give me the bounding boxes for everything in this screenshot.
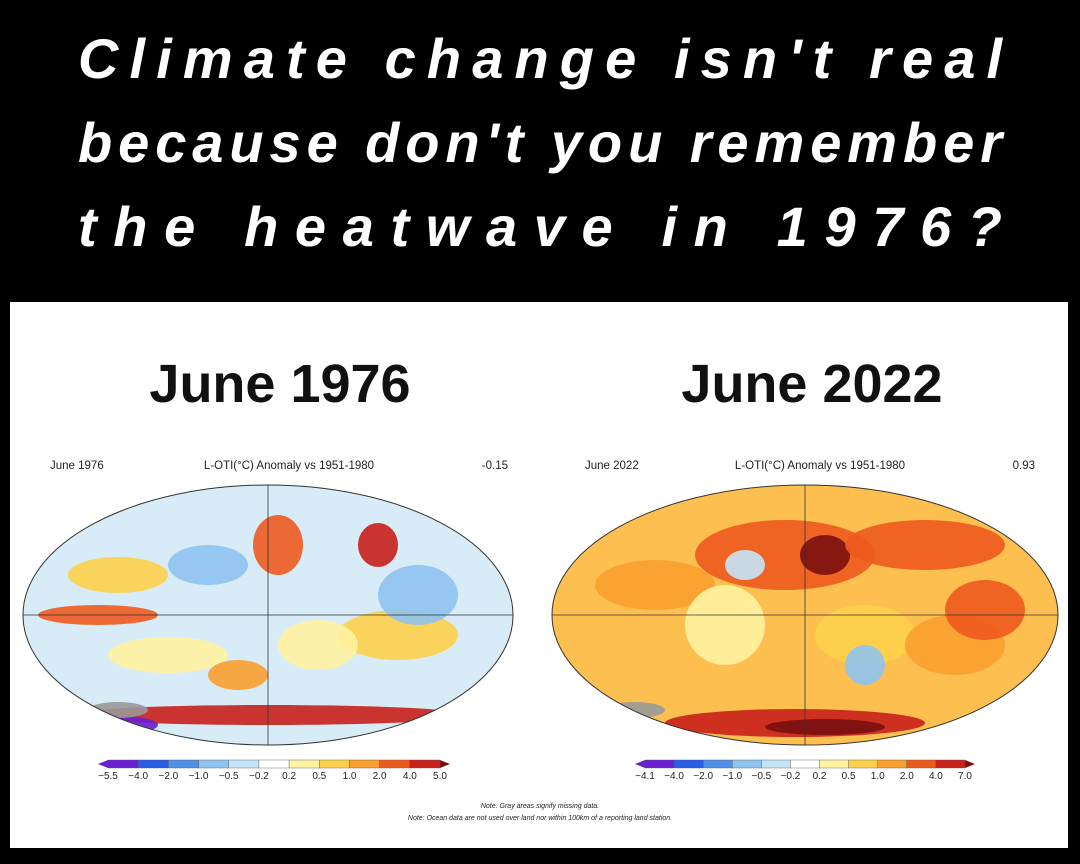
scale-label: −0.2 — [781, 771, 801, 782]
scale-segment — [761, 759, 791, 769]
scale-label: −1.0 — [189, 771, 209, 782]
map-region — [253, 515, 303, 575]
scale-label: 0.5 — [312, 771, 326, 782]
map-region — [108, 637, 228, 673]
panel-title: June 2022 — [681, 354, 942, 414]
map-region — [595, 560, 715, 610]
scale-segment — [732, 759, 762, 769]
scale-end — [440, 760, 450, 768]
scale-segment — [319, 759, 350, 769]
panel-title: June 1976 — [149, 354, 410, 414]
map-region — [815, 605, 915, 665]
scale-label: −2.0 — [693, 771, 713, 782]
scale-label: 1.0 — [871, 771, 885, 782]
scale-label: −4.0 — [128, 771, 148, 782]
map — [552, 485, 1058, 745]
map-region — [358, 523, 398, 567]
map-region — [278, 620, 358, 670]
scale-segment — [107, 759, 139, 769]
scale-segment — [848, 759, 878, 769]
scale-label: −4.0 — [664, 771, 684, 782]
map-region — [68, 557, 168, 593]
headline-line: Climate change isn't real — [78, 27, 1003, 90]
map-region — [945, 580, 1025, 640]
scale-label: −4.1 — [635, 771, 655, 782]
map — [23, 485, 513, 745]
scale-segment — [673, 759, 704, 769]
scale-segment — [906, 759, 937, 769]
map-region — [168, 545, 248, 585]
map-title: L-OTI(°C) Anomaly vs 1951-1980 — [735, 460, 905, 472]
map-region — [685, 585, 765, 665]
scale-segment — [198, 759, 229, 769]
scale-segment — [288, 759, 320, 769]
scale-segment — [644, 759, 675, 769]
map-outline — [22, 484, 514, 746]
scale-end — [98, 760, 108, 768]
map-outline — [551, 484, 1059, 746]
map-region — [800, 535, 850, 575]
map-label: June 2022 — [585, 460, 639, 472]
scale-label: −1.0 — [722, 771, 742, 782]
scale-segment — [228, 759, 260, 769]
scale-segment — [379, 759, 411, 769]
scale-label: 7.0 — [958, 771, 972, 782]
scale-label: −0.5 — [751, 771, 771, 782]
scale-label: 0.2 — [282, 771, 296, 782]
scale-segment — [137, 759, 169, 769]
scale-segment — [409, 759, 441, 769]
scale-segment — [702, 759, 733, 769]
scale-label: −0.5 — [219, 771, 239, 782]
scale-label: 0.5 — [842, 771, 856, 782]
map-value: -0.15 — [482, 460, 508, 472]
map-label: June 1976 — [50, 460, 104, 472]
map-region — [725, 550, 765, 580]
scale-label: 2.0 — [373, 771, 387, 782]
scale-segment — [819, 759, 849, 769]
scale-label: −2.0 — [158, 771, 178, 782]
scale-label: 1.0 — [343, 771, 357, 782]
scale-label: −5.5 — [98, 771, 118, 782]
scale-label: 4.0 — [929, 771, 943, 782]
map-region — [845, 520, 1005, 570]
scale-segment — [877, 759, 908, 769]
map-title: L-OTI(°C) Anomaly vs 1951-1980 — [204, 460, 374, 472]
note: Note: Ocean data are not used over land … — [408, 815, 672, 822]
map-region — [208, 660, 268, 690]
scale-segment — [349, 759, 380, 769]
scale-segment — [258, 759, 290, 769]
scale-label: 5.0 — [433, 771, 447, 782]
scale-segment — [935, 759, 966, 769]
map-value: 0.93 — [1013, 460, 1035, 472]
scale-segment — [790, 759, 820, 769]
map-region — [378, 565, 458, 625]
scale-segment — [168, 759, 199, 769]
headline-line: because don't you remember — [78, 111, 1005, 174]
scale-label: 2.0 — [900, 771, 914, 782]
scale-label: 0.2 — [813, 771, 827, 782]
map-region — [845, 645, 885, 685]
scale-label: −0.2 — [249, 771, 269, 782]
scale-end — [635, 760, 645, 768]
map-region — [765, 719, 885, 735]
note: Note: Gray areas signify missing data. — [481, 803, 599, 810]
scale-label: 4.0 — [403, 771, 417, 782]
scale-end — [965, 760, 975, 768]
